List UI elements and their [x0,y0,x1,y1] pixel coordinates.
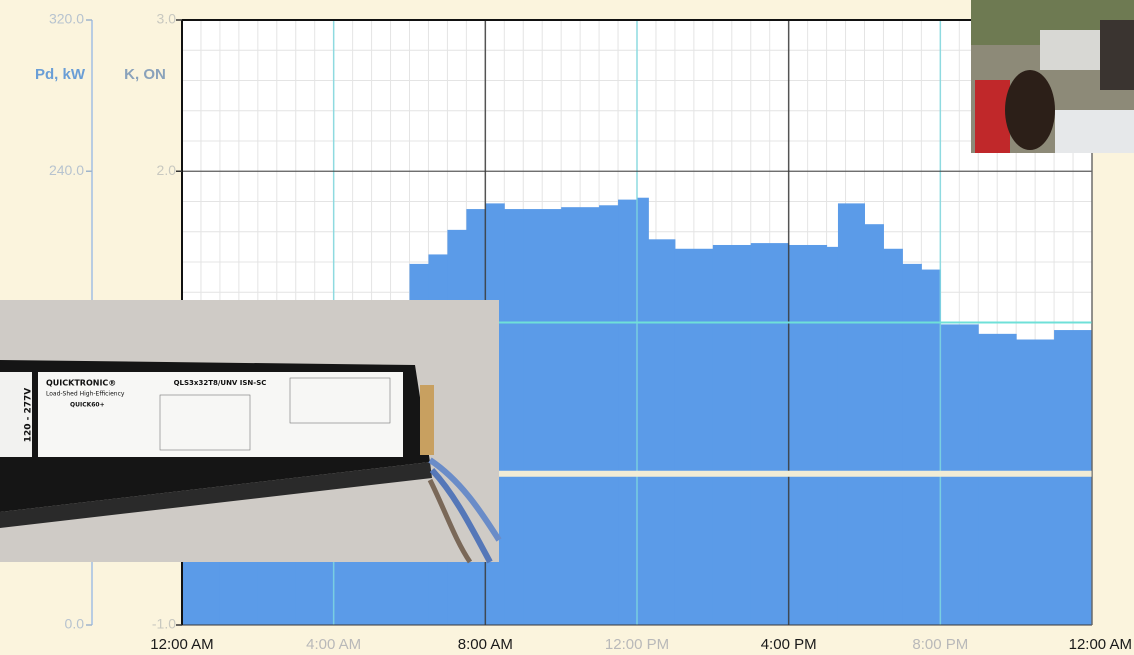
y-axis-title: Pd, kW [35,66,86,83]
area-step [865,224,884,625]
area-step [637,198,649,625]
office-photo [971,0,1134,153]
ballast-voltage: 120 - 277V [24,388,34,443]
area-step [827,247,839,625]
x-tick-label: 4:00 PM [761,636,817,653]
area-step [883,249,902,625]
area-step [978,334,1016,625]
y2-tick-label: 2.0 [157,162,177,178]
ballast-photo: QUICKTRONIC® Load-Shed High-Efficiency Q… [0,300,499,562]
area-step [789,245,827,625]
y-tick-label: 240.0 [49,162,84,178]
ballast-brand: QUICKTRONIC® [46,379,116,388]
ballast-warranty: QUICK60+ [70,402,105,409]
x-tick-label: 4:00 AM [306,636,361,653]
area-step [561,207,599,625]
y-tick-label: 320.0 [49,11,84,27]
area-step [618,200,637,625]
x-tick-label: 8:00 PM [912,636,968,653]
area-step [599,205,618,625]
area-step [713,245,751,625]
area-step [1016,340,1054,625]
area-step [902,264,921,625]
ballast-model: QLS3x32T8/UNV ISN-SC [174,379,267,387]
x-tick-label: 12:00 AM [150,636,213,653]
x-tick-label: 12:00 PM [605,636,669,653]
y2-tick-label: -1.0 [152,616,176,632]
area-step [648,239,675,625]
ballast-subtitle: Load-Shed High-Efficiency [46,391,125,398]
y-tick-label: 0.0 [65,616,85,632]
area-step [1054,330,1092,625]
area-step [675,249,713,625]
y2-tick-label: 3.0 [157,11,177,27]
slide: 0.0 240.0 320.0 -1.0 2.0 3.0 12:00 AM 4:00 AM 8:… [0,0,1134,655]
area-step [523,209,561,625]
area-step [838,203,865,625]
x-tick-label: 12:00 AM [1069,636,1132,653]
area-step [751,243,789,625]
x-tick-label: 8:00 AM [458,636,513,653]
y2-axis-title: K, ON [124,66,166,83]
area-step [504,209,523,625]
